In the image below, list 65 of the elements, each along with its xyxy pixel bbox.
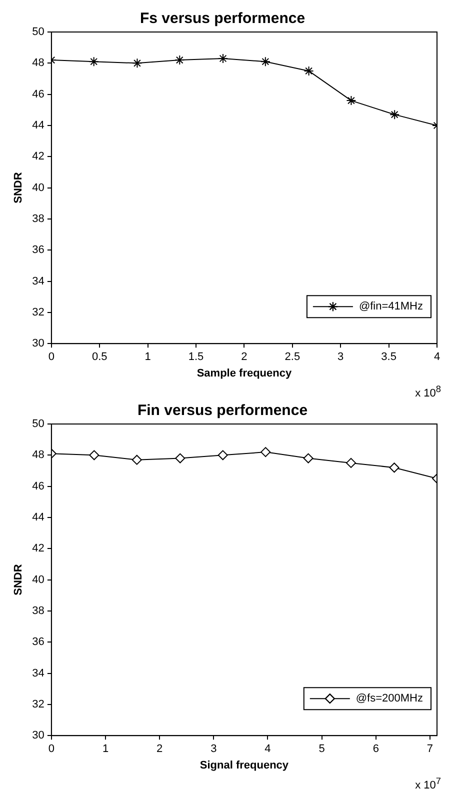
y-tick-label: 38 xyxy=(32,604,44,617)
y-tick-label: 48 xyxy=(32,449,44,462)
legend-label: @fs=200MHz xyxy=(356,692,424,705)
point xyxy=(390,110,400,120)
y-tick-label: 48 xyxy=(32,57,44,70)
chart-title: Fin versus performence xyxy=(137,402,308,420)
x-tick-label: 2.5 xyxy=(284,351,300,364)
y-tick-label: 38 xyxy=(32,212,44,225)
x-tick-label: 2 xyxy=(156,743,163,756)
point xyxy=(389,462,400,473)
y-tick-label: 40 xyxy=(32,182,44,194)
x-tick-label: 3 xyxy=(210,743,217,756)
point xyxy=(89,450,100,460)
point xyxy=(218,53,228,64)
y-tick-label: 32 xyxy=(32,306,44,318)
x-tick-label: 7 xyxy=(426,743,434,756)
y-tick-label: 34 xyxy=(32,275,44,288)
y-tick-label: 50 xyxy=(32,418,44,430)
y-tick-label: 32 xyxy=(32,698,44,710)
point xyxy=(132,58,142,68)
x-tick-label: 3 xyxy=(338,351,344,364)
y-tick-label: 36 xyxy=(32,244,44,256)
chart-title: Fs versus performence xyxy=(140,10,306,28)
y-axis-title: SNDR xyxy=(12,564,25,596)
x-tick-label: 0.5 xyxy=(92,351,108,364)
y-tick-label: 40 xyxy=(32,574,44,586)
text: x 10$^{8}$ xyxy=(415,384,441,400)
point xyxy=(260,447,271,458)
text: x 10$^{7}$ xyxy=(415,776,441,792)
y-tick-label: 30 xyxy=(32,730,44,742)
point xyxy=(346,96,356,106)
y-tick-label: 36 xyxy=(32,636,44,648)
point xyxy=(132,454,142,465)
y-tick-label: 46 xyxy=(32,88,44,100)
x-tick-label: 2 xyxy=(241,351,248,364)
point xyxy=(174,55,185,66)
point xyxy=(218,450,228,460)
y-tick-label: 44 xyxy=(32,120,44,132)
x-tick-label: 1 xyxy=(102,743,109,756)
y-tick-label: 44 xyxy=(32,512,44,524)
x-tick-label: 0 xyxy=(48,351,54,364)
y-tick-label: 30 xyxy=(32,338,44,350)
x-axis-title: Signal frequency xyxy=(200,759,290,772)
point xyxy=(175,453,186,464)
x-tick-label: 4 xyxy=(264,743,271,756)
point xyxy=(303,453,314,464)
x-tick-label: 1 xyxy=(144,351,151,364)
x-tick-label: 4 xyxy=(434,351,440,364)
x-tick-label: 1.5 xyxy=(188,351,204,364)
y-tick-label: 50 xyxy=(32,26,44,38)
point xyxy=(304,66,314,76)
x-tick-label: 6 xyxy=(372,743,379,756)
x-tick-label: 0 xyxy=(48,743,54,756)
y-tick-label: 42 xyxy=(32,542,44,555)
x-tick-label: 3.5 xyxy=(381,351,396,364)
y-tick-label: 46 xyxy=(32,480,44,492)
point xyxy=(346,458,356,468)
y-axis-title: SNDR xyxy=(12,172,25,204)
legend-label: @fin=41MHz xyxy=(358,300,424,313)
y-tick-label: 34 xyxy=(32,667,44,680)
y-tick-label: 42 xyxy=(32,150,44,163)
x-tick-label: 5 xyxy=(318,743,325,756)
point xyxy=(88,56,99,67)
point xyxy=(260,56,270,67)
x-axis-title: Sample frequency xyxy=(196,367,292,380)
